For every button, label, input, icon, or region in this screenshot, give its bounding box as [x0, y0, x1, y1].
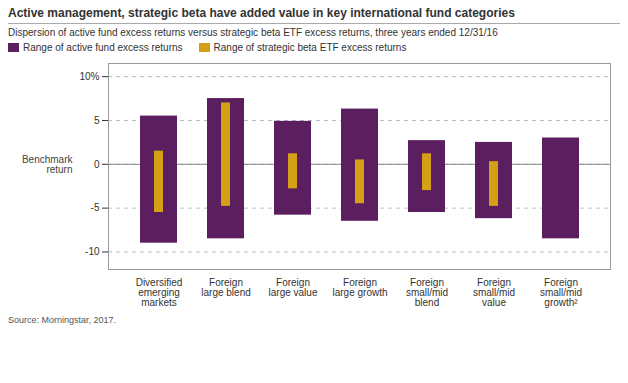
svg-text:-5: -5	[91, 202, 100, 213]
svg-text:Foreignsmall/midblend: Foreignsmall/midblend	[406, 277, 448, 308]
svg-text:Foreignlarge growth: Foreignlarge growth	[332, 277, 387, 298]
html-text:Active management, strategic b: Active management, strategic beta have a…	[8, 6, 515, 20]
svg-text:Diversifiedemergingmarkets: Diversifiedemergingmarkets	[136, 277, 183, 308]
html-text:Range of active fund excess re: Range of active fund excess returns	[23, 42, 183, 53]
html-text:Dispersion of active fund exce: Dispersion of active fund excess returns…	[8, 27, 498, 38]
svg-text:Benchmarkreturn: Benchmarkreturn	[22, 154, 74, 175]
svg-text:Foreignsmall/midgrowth²: Foreignsmall/midgrowth²	[540, 277, 582, 308]
html-text:Source: Morningstar, 2017.: Source: Morningstar, 2017.	[8, 315, 117, 325]
svg-text:10%: 10%	[79, 71, 99, 82]
svg-text:Foreignlarge value: Foreignlarge value	[269, 277, 318, 298]
svg-text:-10: -10	[85, 246, 100, 257]
html-text:Range of strategic beta ETF ex: Range of strategic beta ETF excess retur…	[213, 42, 407, 53]
svg-text:Foreignlarge blend: Foreignlarge blend	[201, 277, 250, 298]
svg-text:0: 0	[94, 159, 100, 170]
svg-text:Foreignsmall/midvalue: Foreignsmall/midvalue	[473, 277, 515, 308]
svg-text:5: 5	[94, 115, 100, 126]
